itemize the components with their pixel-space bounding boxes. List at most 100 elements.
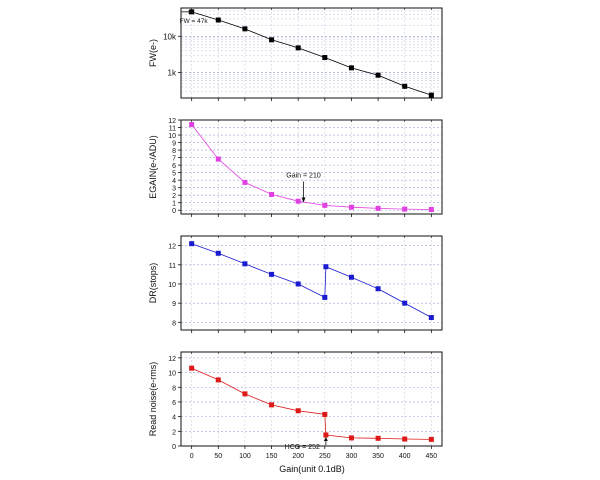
data-point bbox=[215, 17, 221, 23]
data-point bbox=[322, 411, 328, 417]
data-point bbox=[269, 191, 275, 197]
y-axis-label: Read noise(e-rms) bbox=[148, 362, 158, 437]
x-tick-label: 300 bbox=[346, 453, 358, 460]
data-point bbox=[295, 408, 301, 414]
y-axis-label: DR(stops) bbox=[148, 263, 158, 304]
y-tick-label: 0 bbox=[172, 208, 176, 215]
annotation-label: HCG = 252 bbox=[285, 444, 320, 451]
annotation-arrowhead bbox=[301, 197, 306, 203]
data-point bbox=[428, 92, 434, 98]
x-tick-label: 100 bbox=[239, 453, 251, 460]
data-point bbox=[428, 206, 434, 212]
x-tick-label: 400 bbox=[399, 453, 411, 460]
grid bbox=[181, 352, 442, 447]
y-tick-label: 8 bbox=[172, 148, 176, 155]
annotation-arrowhead bbox=[323, 436, 328, 441]
data-point bbox=[322, 202, 328, 208]
data-point bbox=[348, 274, 354, 280]
data-point bbox=[215, 156, 221, 162]
data-point bbox=[295, 45, 301, 51]
y-axis-label: EGAIN(e-/ADU) bbox=[148, 135, 158, 199]
annotation-arrowhead bbox=[188, 9, 193, 14]
plot-frame bbox=[180, 351, 443, 447]
data-point bbox=[375, 435, 381, 441]
data-point bbox=[323, 264, 329, 270]
y-tick-label: 0 bbox=[172, 444, 176, 451]
panel-3: 8 9 10 11 12 DR(stops) bbox=[148, 235, 443, 333]
x-tick-label: 250 bbox=[319, 453, 331, 460]
data-point bbox=[323, 432, 329, 438]
data-point bbox=[189, 241, 195, 247]
data-point bbox=[402, 206, 408, 212]
data-point bbox=[348, 435, 354, 441]
y-tick-label: 8 bbox=[172, 385, 176, 392]
data-point bbox=[242, 391, 248, 397]
annotation-label: Gain = 210 bbox=[286, 172, 321, 179]
y-tick-label: 2 bbox=[172, 193, 176, 200]
x-tick-label: 450 bbox=[426, 453, 438, 460]
plot-frame bbox=[180, 235, 443, 331]
data-point bbox=[322, 55, 328, 61]
y-tick-label: 10 bbox=[168, 282, 176, 289]
y-tick-label: 3 bbox=[172, 186, 176, 193]
series-line bbox=[191, 243, 432, 318]
data-point bbox=[402, 436, 408, 442]
y-tick-label: 12 bbox=[168, 118, 176, 125]
annotation-label: FW = 47k bbox=[180, 18, 209, 25]
x-tick-label: 50 bbox=[214, 453, 222, 460]
data-point bbox=[215, 377, 221, 383]
data-point bbox=[269, 37, 275, 43]
data-point bbox=[215, 250, 221, 256]
data-point bbox=[269, 271, 275, 277]
data-point bbox=[402, 83, 408, 89]
y-tick-label: 10 bbox=[168, 133, 176, 140]
y-tick-label: 12 bbox=[168, 356, 176, 363]
data-point bbox=[295, 198, 301, 204]
data-point bbox=[348, 65, 354, 71]
series-line bbox=[191, 367, 432, 440]
data-point bbox=[428, 315, 434, 321]
data-point bbox=[402, 300, 408, 306]
plot-frame bbox=[180, 119, 443, 215]
data-point bbox=[295, 281, 301, 287]
y-tick-label: 9 bbox=[172, 141, 176, 148]
y-tick-label: 11 bbox=[169, 126, 176, 133]
y-tick-label: 1k bbox=[168, 69, 177, 78]
y-tick-label: 11 bbox=[169, 263, 176, 270]
data-point bbox=[242, 179, 248, 185]
y-axis-label: FW(e-) bbox=[148, 39, 158, 67]
y-tick-label: 5 bbox=[172, 171, 176, 178]
y-tick-label: 6 bbox=[172, 163, 176, 170]
x-tick-label: 350 bbox=[372, 453, 384, 460]
y-tick-label: 1 bbox=[172, 201, 176, 208]
data-point bbox=[189, 365, 195, 371]
x-tick-label: 200 bbox=[292, 453, 304, 460]
grid bbox=[181, 236, 442, 330]
data-point bbox=[242, 26, 248, 32]
panel-4: 0 2 4 6 8 10 12 Read noise(e-rms) HCG = 252 0 50 10… bbox=[148, 351, 443, 460]
data-point bbox=[348, 204, 354, 210]
y-tick-label: 8 bbox=[172, 320, 176, 327]
grid bbox=[181, 119, 442, 214]
data-point bbox=[269, 402, 275, 408]
panel-1: 1k 10k FW(e-) FW = 47k bbox=[148, 7, 443, 101]
data-point bbox=[375, 72, 381, 78]
x-axis-label: Gain(unit 0.1dB) bbox=[279, 464, 345, 474]
y-tick-label: 7 bbox=[172, 156, 176, 163]
data-point bbox=[375, 286, 381, 292]
data-point bbox=[242, 261, 248, 267]
data-point bbox=[375, 205, 381, 211]
y-tick-label: 4 bbox=[172, 178, 176, 185]
y-tick-label: 10 bbox=[168, 371, 176, 378]
y-tick-label: 6 bbox=[172, 400, 176, 407]
series-line bbox=[191, 124, 432, 210]
y-tick-label: 10k bbox=[163, 32, 177, 41]
data-point bbox=[322, 294, 328, 300]
y-tick-label: 9 bbox=[172, 301, 176, 308]
y-tick-label: 2 bbox=[172, 429, 176, 436]
data-point bbox=[428, 436, 434, 442]
plot-frame bbox=[180, 7, 443, 99]
